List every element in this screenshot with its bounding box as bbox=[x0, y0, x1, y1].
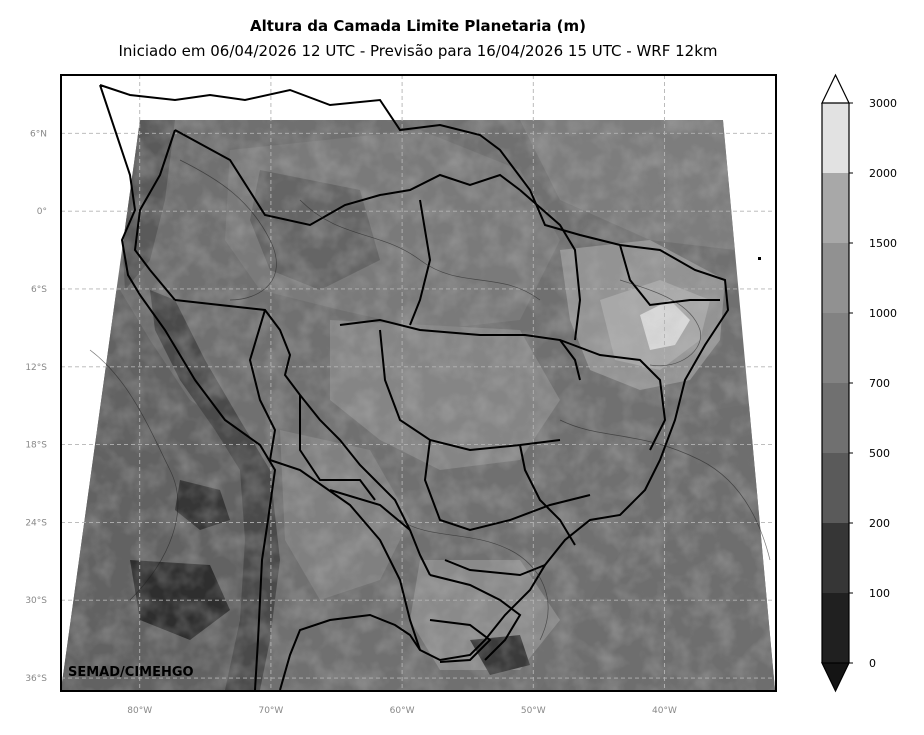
colorbar-extend-under bbox=[821, 662, 850, 693]
contour-4 bbox=[399, 519, 549, 641]
colorbar: 0 100 200 500 700 1000 1500 2000 3000 bbox=[821, 73, 897, 693]
longitude-labels: 80°W 70°W 60°W 50°W 40°W bbox=[127, 706, 677, 716]
colorbar-segment-3 bbox=[822, 383, 849, 453]
colorbar-segment-1 bbox=[822, 523, 849, 593]
colorbar-label-3: 500 bbox=[869, 447, 890, 460]
lat-label-3: 12°S bbox=[25, 363, 47, 373]
lon-label-1: 70°W bbox=[258, 706, 283, 716]
colorbar-extend-over bbox=[821, 73, 850, 104]
colorbar-label-1: 100 bbox=[869, 587, 890, 600]
colorbar-segment-5 bbox=[822, 243, 849, 313]
lat-label-1: 0° bbox=[37, 207, 47, 217]
border-states-8 bbox=[619, 244, 720, 307]
lon-label-4: 40°W bbox=[652, 706, 677, 716]
lon-label-3: 50°W bbox=[521, 706, 546, 716]
colorbar-label-6: 1500 bbox=[869, 237, 897, 250]
island-marker bbox=[758, 257, 761, 260]
latitude-labels: 6°N 0° 6°S 12°S 18°S 24°S 30°S 36°S bbox=[25, 129, 47, 684]
contour-3 bbox=[559, 419, 771, 561]
colorbar-segment-4 bbox=[822, 313, 849, 383]
lat-label-2: 6°S bbox=[31, 285, 47, 295]
chart-title: Altura da Camada Limite Planetaria (m) bbox=[249, 17, 587, 35]
contour-1 bbox=[89, 349, 179, 601]
border-argentina bbox=[269, 459, 421, 651]
lon-label-0: 80°W bbox=[127, 706, 152, 716]
contour-lines bbox=[89, 159, 771, 641]
colorbar-label-2: 200 bbox=[869, 517, 890, 530]
border-brazil-south bbox=[429, 574, 522, 661]
border-andes-countries bbox=[133, 129, 411, 531]
border-uruguay bbox=[429, 619, 492, 663]
colorbar-segment-7 bbox=[822, 103, 849, 173]
lat-label-7: 36°S bbox=[25, 674, 47, 684]
colorbar-label-4: 700 bbox=[869, 377, 890, 390]
lat-label-0: 6°N bbox=[30, 129, 47, 139]
contour-2 bbox=[299, 199, 541, 301]
lat-label-5: 24°S bbox=[25, 518, 47, 528]
lon-label-2: 60°W bbox=[390, 706, 415, 716]
border-brazil-north bbox=[174, 129, 521, 227]
border-states-7 bbox=[559, 339, 667, 451]
colorbar-label-7: 2000 bbox=[869, 167, 897, 180]
map-frame bbox=[60, 74, 777, 692]
country-borders bbox=[99, 84, 730, 691]
border-states-9 bbox=[444, 559, 546, 577]
colorbar-segment-0 bbox=[822, 593, 849, 663]
lat-label-4: 18°S bbox=[25, 441, 47, 451]
border-states-5 bbox=[423, 439, 591, 532]
lat-label-6: 30°S bbox=[25, 596, 47, 606]
border-states-3 bbox=[519, 189, 582, 341]
border-states-2 bbox=[409, 199, 432, 326]
border-states-1 bbox=[339, 318, 581, 381]
map-credit: SEMAD/CIMEHGO bbox=[68, 665, 194, 680]
border-states-6 bbox=[519, 444, 576, 546]
colorbar-label-5: 1000 bbox=[869, 307, 897, 320]
colorbar-label-0: 0 bbox=[869, 657, 876, 670]
field-texture bbox=[61, 120, 775, 690]
colorbar-segment-2 bbox=[822, 453, 849, 523]
border-brazil-west bbox=[174, 299, 431, 576]
colorbar-segment-6 bbox=[822, 173, 849, 243]
contour-5 bbox=[619, 279, 701, 367]
chart-subtitle: Iniciado em 06/04/2026 12 UTC - Previsão… bbox=[118, 42, 718, 60]
pblh-field bbox=[61, 120, 775, 690]
colorbar-label-8: 3000 bbox=[869, 97, 897, 110]
contour-6 bbox=[179, 159, 277, 301]
